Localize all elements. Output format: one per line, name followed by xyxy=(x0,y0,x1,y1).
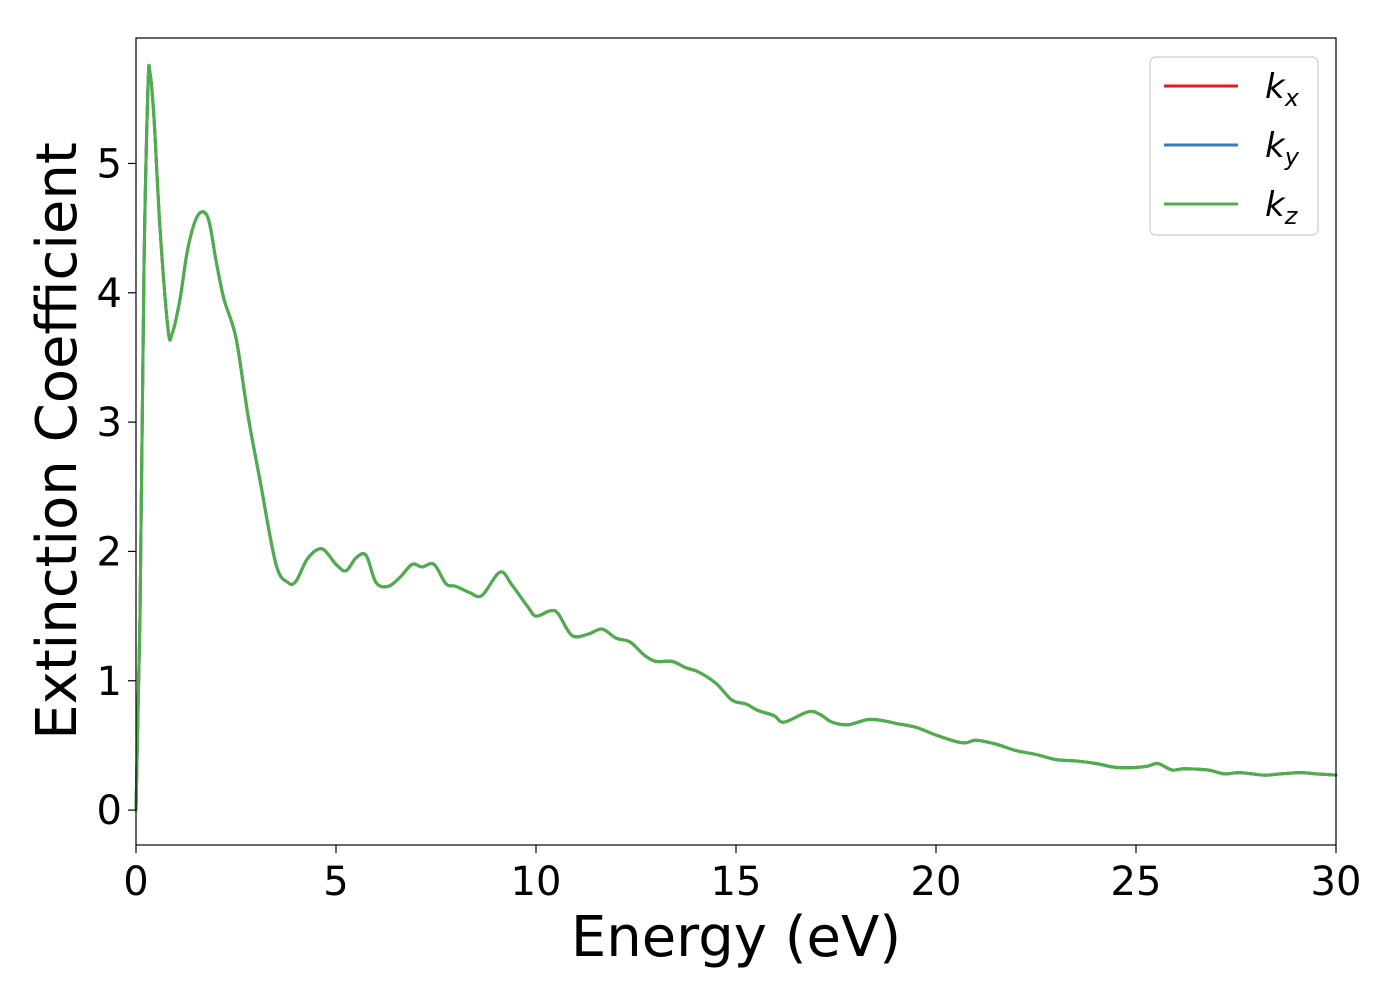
x-tick-label: 30 xyxy=(1311,859,1362,905)
x-tick-label: 20 xyxy=(911,859,962,905)
legend-label-ky: ky xyxy=(1265,126,1300,171)
x-tick-label: 15 xyxy=(711,859,762,905)
y-axis-label: Extinction Coefficient xyxy=(25,142,90,740)
legend: kx ky kz xyxy=(1149,56,1319,236)
y-tick-label: 4 xyxy=(97,271,122,317)
series-line-kz xyxy=(134,63,1338,812)
y-tick-label: 0 xyxy=(97,788,122,834)
x-axis-label: Energy (eV) xyxy=(571,905,901,970)
x-tick-label: 25 xyxy=(1111,859,1162,905)
legend-label-kz: kz xyxy=(1265,185,1299,230)
y-axis-ticks: 0 1 2 3 4 5 xyxy=(97,141,136,834)
x-tick-label: 5 xyxy=(323,859,348,905)
y-tick-label: 1 xyxy=(97,659,122,705)
legend-label-kx: kx xyxy=(1265,67,1300,112)
y-tick-label: 5 xyxy=(97,141,122,187)
y-tick-label: 3 xyxy=(97,400,122,446)
y-tick-label: 2 xyxy=(97,529,122,575)
x-tick-label: 0 xyxy=(123,859,148,905)
x-tick-label: 10 xyxy=(511,859,562,905)
series-layer xyxy=(134,63,1338,812)
x-axis-ticks: 0 5 10 15 20 25 30 xyxy=(123,845,1361,905)
